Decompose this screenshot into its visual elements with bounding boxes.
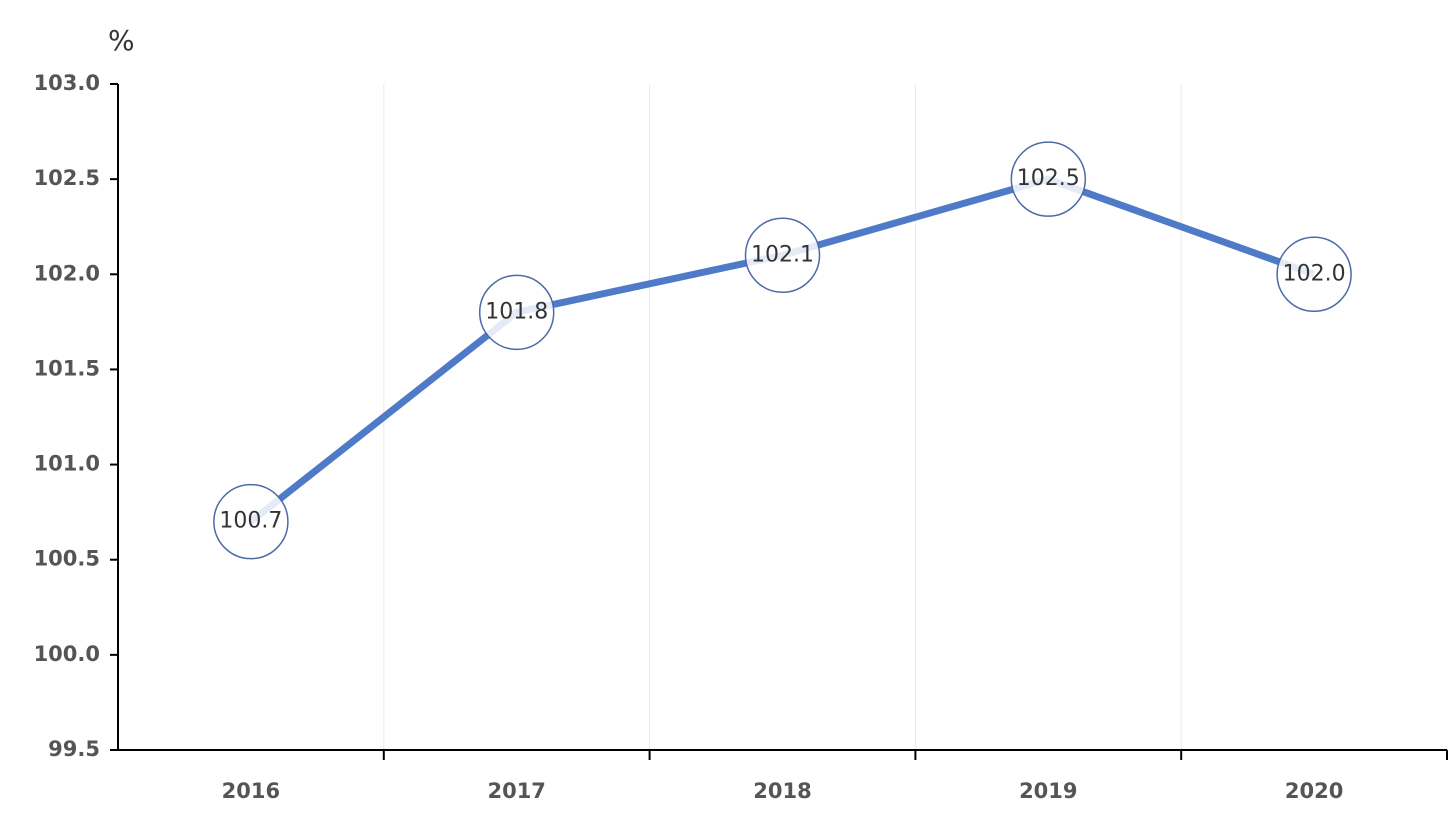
y-tick-label: 102.5 [34,166,100,190]
data-label: 102.5 [1017,166,1080,191]
point-marker [1010,141,1087,217]
y-tick-label: 100.0 [34,642,100,666]
x-tick-label: 2019 [1019,779,1077,803]
point-marker [744,217,821,294]
x-tick-label: 2017 [487,779,545,803]
y-axis-label: % [108,24,135,57]
data-label: 100.7 [219,509,282,534]
data-label: 101.8 [485,299,548,324]
y-tick-label: 101.0 [34,452,100,476]
data-label: 102.1 [751,242,814,267]
data-label: 102.0 [1283,261,1346,286]
y-tick-label: 102.0 [34,261,100,285]
x-tick-label: 2018 [753,779,811,803]
point-marker [1276,236,1352,313]
point-marker [478,274,555,351]
x-tick-label: 2020 [1285,779,1343,803]
y-tick-label: 99.5 [48,737,100,761]
point-marker [213,483,289,560]
y-tick-label: 101.5 [34,356,100,380]
y-tick-label: 100.5 [34,547,100,571]
y-tick-label: 103.0 [34,71,100,95]
x-tick-label: 2016 [222,779,280,803]
